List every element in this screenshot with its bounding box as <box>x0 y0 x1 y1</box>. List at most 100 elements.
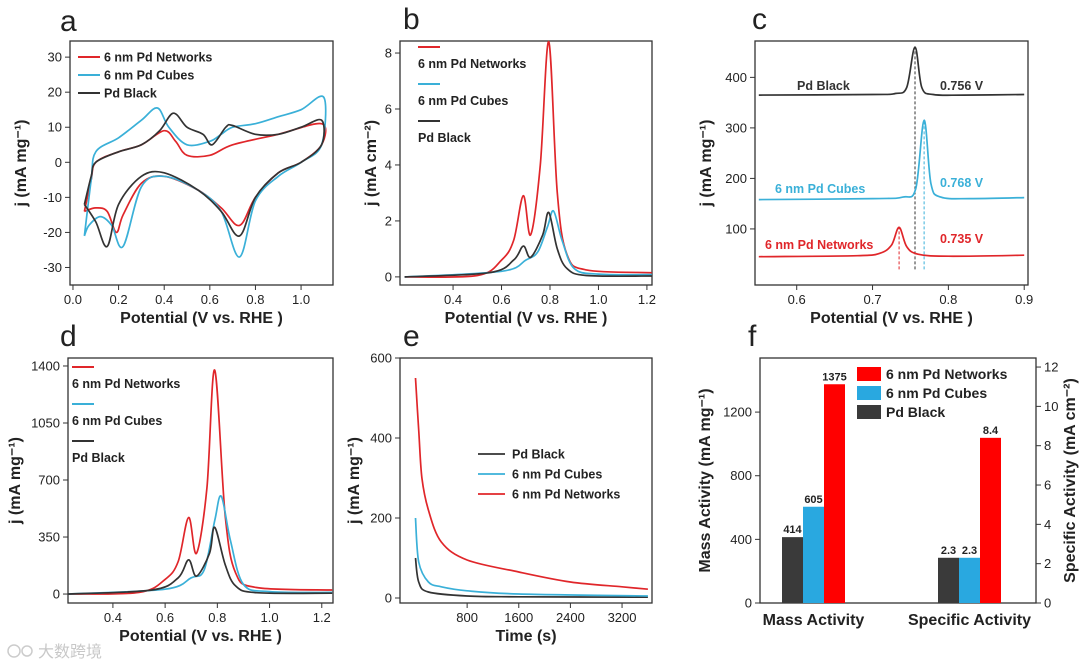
x-tick-label: 2400 <box>556 610 585 625</box>
x-tick-label: 0.6 <box>788 292 806 307</box>
y-tick-label: 700 <box>38 473 60 488</box>
y-tick-label: 20 <box>48 85 62 100</box>
panel-a: a -30 -20 -10 0 10 20 30 j (mA mg⁻¹) 0.0 0.2 0.4 0.6… <box>13 5 334 327</box>
bar-6-nm-pd-cubes <box>803 506 824 603</box>
panel-label: c <box>752 3 767 36</box>
y-tick-label: 200 <box>370 511 392 526</box>
bar-value-label: 605 <box>804 494 822 506</box>
panel-label: e <box>403 320 420 353</box>
y-tick-label: 800 <box>730 468 752 483</box>
x-axis-label: Potential (V vs. RHE ) <box>810 310 973 327</box>
bar-pd-black <box>938 557 959 603</box>
series-line-6-nm-pd-networks <box>68 369 333 595</box>
x-tick-label: 0.4 <box>155 292 173 307</box>
panel-c: c 100 200 300 400 j (mA mg⁻¹) 0.6 0.7 0.8 0.9 Pote… <box>698 3 1033 327</box>
curve-label: 6 nm Pd Cubes <box>775 182 865 196</box>
legend-label: 6 nm Pd Networks <box>104 51 212 65</box>
y-tick-label: 1200 <box>723 405 752 420</box>
x-tick-label: 0.8 <box>246 292 264 307</box>
panel-label: b <box>403 3 420 36</box>
series-line-6-nm-pd-cubes <box>83 95 327 258</box>
y-right-tick-label: 0 <box>1044 596 1051 611</box>
y-tick-label: 100 <box>725 221 747 236</box>
y-right-tick-label: 8 <box>1044 438 1051 453</box>
panel-label: a <box>60 5 77 38</box>
bar-6-nm-pd-networks <box>980 437 1001 603</box>
bar-6-nm-pd-cubes <box>959 557 980 603</box>
bar-value-label: 2.3 <box>962 545 977 557</box>
y-tick-label: 10 <box>48 120 62 135</box>
y-right-tick-label: 2 <box>1044 556 1051 571</box>
plot-frame <box>759 357 1037 604</box>
y-tick-label: -10 <box>43 190 62 205</box>
x-tick-label: 0.0 <box>64 292 82 307</box>
series-line-6-nm-pd-networks <box>414 377 648 591</box>
x-tick-label: 0.6 <box>492 292 510 307</box>
series-line-6-nm-pd-cubes <box>758 119 1025 201</box>
x-axis-label: Time (s) <box>495 628 556 645</box>
x-tick-label: 0.4 <box>104 610 122 625</box>
x-tick-label: 1.2 <box>313 610 331 625</box>
y-axis-label: j (mA mg⁻¹) <box>346 437 363 525</box>
legend-swatch <box>857 386 881 400</box>
y-tick-label: 0 <box>385 269 392 284</box>
x-tick-label: 1.0 <box>292 292 310 307</box>
legend-swatch <box>857 367 881 381</box>
y-tick-label: 4 <box>385 157 392 172</box>
legend-label: 6 nm Pd Cubes <box>104 69 194 83</box>
y-tick-label: 300 <box>725 120 747 135</box>
legend-label: 6 nm Pd Cubes <box>72 414 162 428</box>
legend-label: 6 nm Pd Cubes <box>512 468 602 482</box>
plot-frame <box>67 357 334 604</box>
bar-value-label: 8.4 <box>983 425 999 437</box>
series-line-6-nm-pd-networks <box>83 122 327 234</box>
bar-value-label: 2.3 <box>941 545 956 557</box>
panel-f: f 0 400 800 1200 Mass Activity (mA mg⁻¹) 0 2 4 6 8… <box>697 320 1079 629</box>
legend-label: Pd Black <box>72 451 125 465</box>
y-tick-label: 0 <box>55 155 62 170</box>
x-tick-label: 0.9 <box>1015 292 1033 307</box>
panel-label: d <box>60 320 77 353</box>
legend-label: Pd Black <box>886 404 945 420</box>
bar-value-label: 1375 <box>822 371 846 383</box>
y-tick-label: 1400 <box>31 358 60 373</box>
x-axis-label: Potential (V vs. RHE ) <box>120 310 283 327</box>
legend-label: 6 nm Pd Cubes <box>886 385 987 401</box>
series-line-pd-black <box>83 112 325 248</box>
y-right-axis-label: Specific Activity (mA cm⁻²) <box>1062 378 1079 583</box>
x-tick-label: 1.0 <box>261 610 279 625</box>
legend-label: 6 nm Pd Networks <box>512 488 620 502</box>
legend-label: Pd Black <box>512 448 565 462</box>
x-axis-label: Potential (V vs. RHE ) <box>445 310 608 327</box>
plot-frame <box>399 357 653 604</box>
series-line-pd-black <box>404 211 652 278</box>
watermark-logo-icon <box>7 644 21 658</box>
series-line-pd-black <box>414 557 648 599</box>
watermark-logo-icon <box>21 645 33 657</box>
x-tick-label: 0.8 <box>939 292 957 307</box>
y-axis-label: j (mA cm⁻²) <box>363 120 380 207</box>
series-line-pd-black <box>758 46 1025 97</box>
series-line-6-nm-pd-cubes <box>414 517 648 597</box>
x-tick-label: 0.7 <box>864 292 882 307</box>
legend-label: 6 nm Pd Cubes <box>418 94 508 108</box>
series-line-6-nm-pd-cubes <box>68 495 333 595</box>
series-line-6-nm-pd-networks <box>758 226 1025 258</box>
x-tick-label: 0.6 <box>156 610 174 625</box>
bar-value-label: 414 <box>783 524 802 536</box>
y-tick-label: 2 <box>385 213 392 228</box>
series-line-pd-black <box>68 526 333 595</box>
y-tick-label: 30 <box>48 50 62 65</box>
x-tick-label: 0.8 <box>541 292 559 307</box>
legend-label: Pd Black <box>418 131 471 145</box>
x-tick-label: 1600 <box>504 610 533 625</box>
plot-frame <box>69 40 334 286</box>
y-axis-label: Mass Activity (mA mg⁻¹) <box>697 388 714 572</box>
legend-label: 6 nm Pd Networks <box>418 57 526 71</box>
category-label: Mass Activity <box>763 612 865 629</box>
panel-b: b 0 2 4 6 8 j (mA cm⁻²) 0.4 0.6 0.8 1.0 1.2 Potentia… <box>363 3 656 327</box>
plot-frame <box>399 40 653 286</box>
y-tick-label: 0 <box>385 591 392 606</box>
y-axis-label: j (mA mg⁻¹) <box>698 120 715 208</box>
